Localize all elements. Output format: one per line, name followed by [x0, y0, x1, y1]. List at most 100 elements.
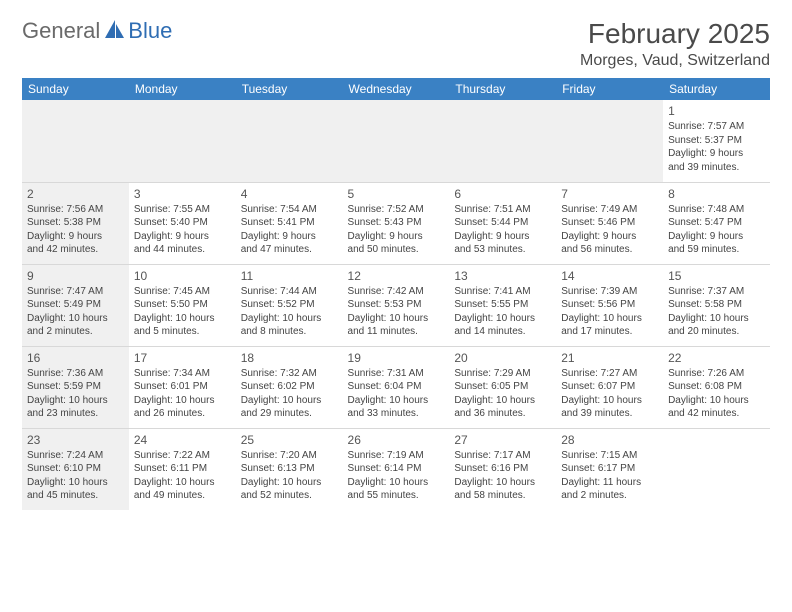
sunset-text: Sunset: 6:01 PM [134, 380, 231, 394]
day-number: 12 [348, 268, 445, 284]
daylight-text: Daylight: 9 hours [134, 230, 231, 244]
day-number: 26 [348, 432, 445, 448]
calendar-cell: 1Sunrise: 7:57 AMSunset: 5:37 PMDaylight… [663, 100, 770, 182]
daylight-text: and 59 minutes. [668, 243, 765, 257]
sunset-text: Sunset: 5:47 PM [668, 216, 765, 230]
sunrise-text: Sunrise: 7:48 AM [668, 203, 765, 217]
daylight-text: and 36 minutes. [454, 407, 551, 421]
sunrise-text: Sunrise: 7:57 AM [668, 120, 765, 134]
sunrise-text: Sunrise: 7:41 AM [454, 285, 551, 299]
calendar-cell: 21Sunrise: 7:27 AMSunset: 6:07 PMDayligh… [556, 346, 663, 428]
day-header: Saturday [663, 78, 770, 100]
day-number: 15 [668, 268, 765, 284]
sunrise-text: Sunrise: 7:19 AM [348, 449, 445, 463]
sunset-text: Sunset: 6:02 PM [241, 380, 338, 394]
day-header: Monday [129, 78, 236, 100]
calendar-cell: 15Sunrise: 7:37 AMSunset: 5:58 PMDayligh… [663, 264, 770, 346]
daylight-text: and 49 minutes. [134, 489, 231, 503]
day-number: 22 [668, 350, 765, 366]
day-number: 14 [561, 268, 658, 284]
daylight-text: and 11 minutes. [348, 325, 445, 339]
daylight-text: Daylight: 10 hours [27, 476, 124, 490]
sunset-text: Sunset: 5:46 PM [561, 216, 658, 230]
day-header: Sunday [22, 78, 129, 100]
sunrise-text: Sunrise: 7:52 AM [348, 203, 445, 217]
calendar-table: Sunday Monday Tuesday Wednesday Thursday… [22, 78, 770, 510]
day-header: Tuesday [236, 78, 343, 100]
logo-text-blue: Blue [128, 18, 172, 44]
day-number: 17 [134, 350, 231, 366]
sunset-text: Sunset: 6:17 PM [561, 462, 658, 476]
calendar-cell [236, 100, 343, 182]
calendar-cell: 25Sunrise: 7:20 AMSunset: 6:13 PMDayligh… [236, 428, 343, 510]
calendar-row: 9Sunrise: 7:47 AMSunset: 5:49 PMDaylight… [22, 264, 770, 346]
day-header: Friday [556, 78, 663, 100]
logo-text-general: General [22, 18, 100, 44]
calendar-cell: 8Sunrise: 7:48 AMSunset: 5:47 PMDaylight… [663, 182, 770, 264]
sunset-text: Sunset: 6:05 PM [454, 380, 551, 394]
day-number: 3 [134, 186, 231, 202]
daylight-text: and 47 minutes. [241, 243, 338, 257]
calendar-cell: 20Sunrise: 7:29 AMSunset: 6:05 PMDayligh… [449, 346, 556, 428]
sunrise-text: Sunrise: 7:44 AM [241, 285, 338, 299]
calendar-cell: 26Sunrise: 7:19 AMSunset: 6:14 PMDayligh… [343, 428, 450, 510]
calendar-cell: 22Sunrise: 7:26 AMSunset: 6:08 PMDayligh… [663, 346, 770, 428]
sunrise-text: Sunrise: 7:42 AM [348, 285, 445, 299]
daylight-text: and 44 minutes. [134, 243, 231, 257]
daylight-text: Daylight: 9 hours [668, 230, 765, 244]
day-number: 19 [348, 350, 445, 366]
day-number: 13 [454, 268, 551, 284]
sunrise-text: Sunrise: 7:27 AM [561, 367, 658, 381]
daylight-text: Daylight: 10 hours [454, 476, 551, 490]
calendar-cell: 27Sunrise: 7:17 AMSunset: 6:16 PMDayligh… [449, 428, 556, 510]
calendar-cell [22, 100, 129, 182]
sunrise-text: Sunrise: 7:49 AM [561, 203, 658, 217]
day-number: 16 [27, 350, 124, 366]
daylight-text: Daylight: 9 hours [348, 230, 445, 244]
daylight-text: Daylight: 10 hours [348, 476, 445, 490]
sunset-text: Sunset: 6:16 PM [454, 462, 551, 476]
sunset-text: Sunset: 5:55 PM [454, 298, 551, 312]
calendar-cell: 24Sunrise: 7:22 AMSunset: 6:11 PMDayligh… [129, 428, 236, 510]
calendar-row: 2Sunrise: 7:56 AMSunset: 5:38 PMDaylight… [22, 182, 770, 264]
sunrise-text: Sunrise: 7:17 AM [454, 449, 551, 463]
calendar-cell: 12Sunrise: 7:42 AMSunset: 5:53 PMDayligh… [343, 264, 450, 346]
sunset-text: Sunset: 6:14 PM [348, 462, 445, 476]
daylight-text: and 39 minutes. [668, 161, 765, 175]
sunset-text: Sunset: 6:10 PM [27, 462, 124, 476]
day-number: 24 [134, 432, 231, 448]
daylight-text: Daylight: 10 hours [561, 312, 658, 326]
daylight-text: Daylight: 10 hours [134, 312, 231, 326]
daylight-text: and 53 minutes. [454, 243, 551, 257]
daylight-text: and 2 minutes. [561, 489, 658, 503]
calendar-body: 1Sunrise: 7:57 AMSunset: 5:37 PMDaylight… [22, 100, 770, 510]
sunset-text: Sunset: 5:49 PM [27, 298, 124, 312]
calendar-row: 1Sunrise: 7:57 AMSunset: 5:37 PMDaylight… [22, 100, 770, 182]
calendar-cell: 17Sunrise: 7:34 AMSunset: 6:01 PMDayligh… [129, 346, 236, 428]
calendar-cell: 6Sunrise: 7:51 AMSunset: 5:44 PMDaylight… [449, 182, 556, 264]
sunrise-text: Sunrise: 7:31 AM [348, 367, 445, 381]
calendar-cell: 10Sunrise: 7:45 AMSunset: 5:50 PMDayligh… [129, 264, 236, 346]
sunrise-text: Sunrise: 7:15 AM [561, 449, 658, 463]
calendar-cell: 3Sunrise: 7:55 AMSunset: 5:40 PMDaylight… [129, 182, 236, 264]
day-number: 2 [27, 186, 124, 202]
sunrise-text: Sunrise: 7:55 AM [134, 203, 231, 217]
day-number: 11 [241, 268, 338, 284]
day-number: 9 [27, 268, 124, 284]
sunset-text: Sunset: 6:11 PM [134, 462, 231, 476]
daylight-text: Daylight: 10 hours [348, 394, 445, 408]
day-number: 27 [454, 432, 551, 448]
daylight-text: and 58 minutes. [454, 489, 551, 503]
daylight-text: Daylight: 10 hours [561, 394, 658, 408]
daylight-text: and 33 minutes. [348, 407, 445, 421]
calendar-cell: 5Sunrise: 7:52 AMSunset: 5:43 PMDaylight… [343, 182, 450, 264]
calendar-cell: 28Sunrise: 7:15 AMSunset: 6:17 PMDayligh… [556, 428, 663, 510]
day-number: 18 [241, 350, 338, 366]
daylight-text: Daylight: 10 hours [454, 394, 551, 408]
day-header: Thursday [449, 78, 556, 100]
daylight-text: and 26 minutes. [134, 407, 231, 421]
daylight-text: Daylight: 10 hours [241, 476, 338, 490]
daylight-text: and 17 minutes. [561, 325, 658, 339]
day-number: 21 [561, 350, 658, 366]
sunset-text: Sunset: 5:53 PM [348, 298, 445, 312]
